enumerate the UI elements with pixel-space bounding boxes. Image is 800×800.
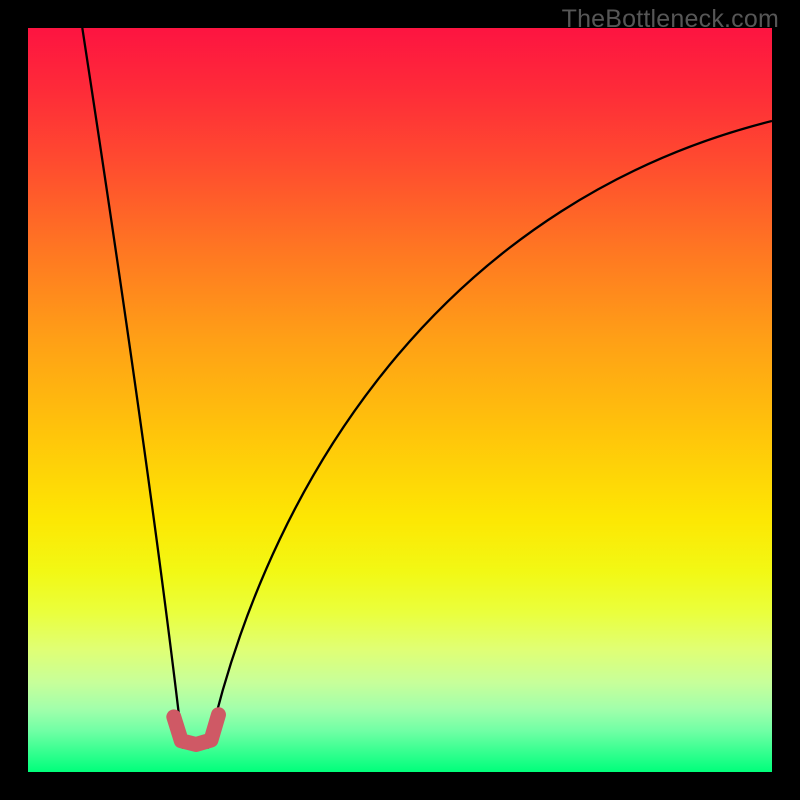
watermark-text: TheBottleneck.com (562, 5, 779, 34)
chart-overlay (28, 28, 772, 772)
plot-area (28, 28, 772, 772)
bottleneck-curve (82, 28, 772, 747)
valley-marker (174, 715, 219, 745)
